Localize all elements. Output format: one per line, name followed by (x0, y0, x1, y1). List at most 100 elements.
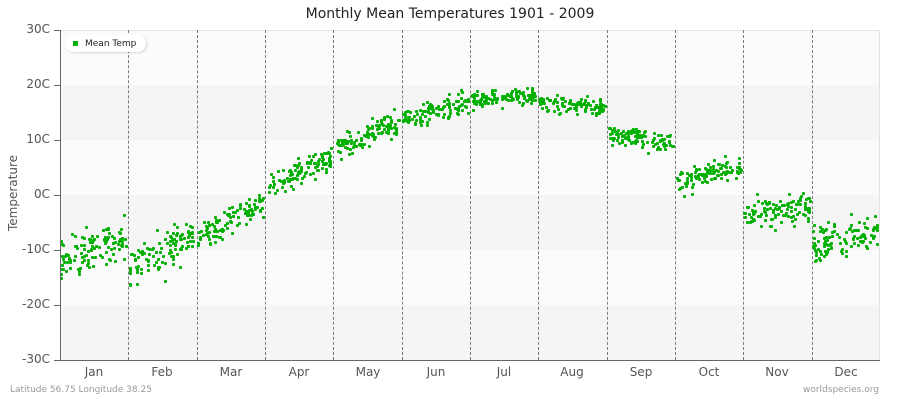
data-point (855, 229, 859, 233)
data-point (456, 111, 460, 115)
data-point (818, 225, 822, 229)
data-point (597, 106, 601, 110)
data-point (832, 224, 836, 228)
data-point (561, 96, 565, 100)
data-point (175, 233, 179, 237)
data-point (426, 123, 430, 127)
data-point (873, 227, 877, 230)
data-point (804, 202, 808, 206)
data-point (389, 116, 392, 120)
data-point (160, 247, 164, 251)
data-point (214, 219, 218, 223)
data-point (158, 250, 162, 254)
data-point (184, 223, 188, 227)
data-point (622, 130, 626, 134)
data-point (532, 92, 536, 96)
data-point (393, 132, 397, 136)
data-point (351, 146, 355, 150)
data-point (386, 122, 390, 126)
data-point (345, 147, 349, 151)
data-point (481, 103, 485, 106)
data-point (860, 240, 864, 244)
data-point (343, 146, 347, 150)
data-point (825, 253, 829, 256)
data-point (170, 236, 173, 239)
data-point (875, 242, 879, 246)
data-point (227, 207, 231, 211)
data-point (66, 260, 69, 264)
data-point (190, 225, 194, 229)
data-point (818, 259, 822, 263)
data-point (629, 132, 633, 136)
data-point (707, 170, 711, 174)
data-point (299, 182, 303, 185)
data-point (199, 238, 202, 242)
data-point (328, 151, 332, 155)
data-point (462, 99, 466, 103)
data-point (258, 209, 262, 213)
data-point (232, 214, 236, 218)
data-point (787, 193, 791, 197)
data-point (772, 208, 776, 212)
data-point (325, 168, 329, 171)
data-point (617, 136, 621, 139)
data-point (206, 221, 210, 224)
data-point (87, 259, 91, 263)
data-point (218, 218, 222, 222)
data-point (472, 101, 476, 105)
data-point (246, 214, 250, 218)
data-point (690, 176, 694, 179)
data-point (705, 168, 708, 172)
data-point (236, 215, 240, 219)
data-point (106, 236, 110, 240)
data-point (215, 229, 219, 233)
source-link[interactable]: worldspecies.org (802, 385, 879, 395)
data-point (791, 214, 795, 218)
data-point (246, 212, 250, 216)
data-point (261, 215, 265, 219)
data-point (86, 263, 89, 267)
data-point (337, 150, 341, 154)
data-point (436, 113, 440, 117)
data-point (348, 153, 352, 157)
data-point (121, 244, 125, 248)
data-point (495, 101, 499, 105)
data-point (737, 166, 741, 170)
data-point (340, 144, 344, 148)
legend[interactable]: Mean Temp (65, 35, 147, 52)
data-point (156, 268, 160, 271)
data-point (267, 190, 271, 194)
data-point (838, 241, 842, 245)
data-point (252, 202, 256, 206)
data-point (757, 200, 761, 204)
data-point (249, 207, 253, 211)
data-point (366, 130, 370, 134)
data-point (611, 138, 615, 142)
data-point (819, 250, 823, 254)
data-point (797, 211, 801, 215)
data-point (827, 244, 831, 247)
data-point (825, 250, 829, 254)
data-point (75, 247, 79, 251)
data-point (421, 119, 425, 123)
data-point (779, 200, 783, 204)
data-point (813, 224, 817, 227)
data-point (504, 97, 508, 101)
data-point (821, 230, 825, 234)
data-point (772, 203, 776, 207)
data-point (62, 261, 66, 265)
data-point (831, 235, 834, 239)
data-point (357, 131, 361, 135)
data-point (703, 166, 707, 170)
data-point (280, 186, 284, 190)
data-point (858, 240, 862, 243)
data-point (329, 146, 333, 150)
data-point (376, 128, 379, 132)
data-point (574, 104, 578, 108)
data-point (832, 230, 836, 234)
data-point (843, 238, 847, 242)
data-point (249, 217, 253, 221)
data-point (328, 157, 332, 161)
data-point (366, 133, 370, 137)
data-point (594, 103, 598, 107)
